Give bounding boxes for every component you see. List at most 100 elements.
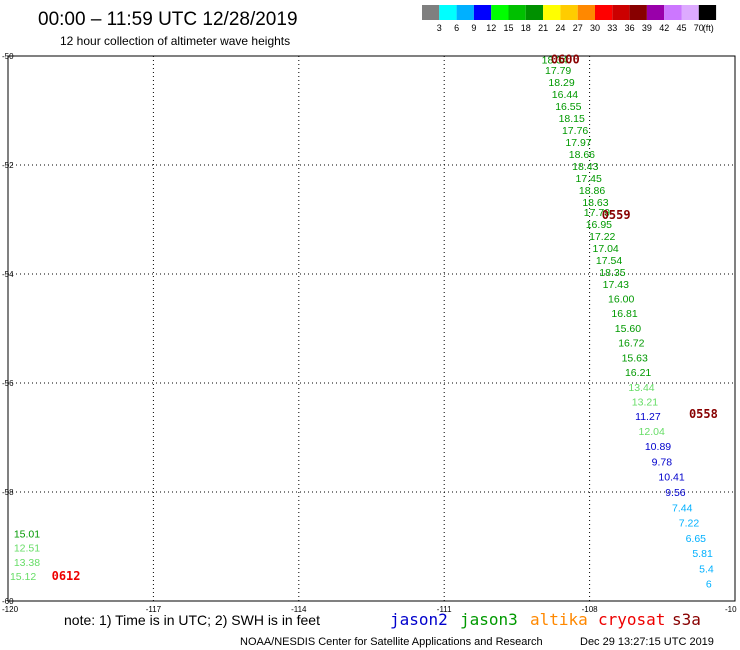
time-label: 0559: [602, 208, 631, 222]
x-tick-label: -120: [2, 605, 19, 614]
swh-value-label: 18.86: [579, 185, 605, 197]
swh-value-label: 18.63: [582, 197, 608, 209]
swh-value-label: 16.95: [586, 219, 612, 231]
x-tick-label: -111: [437, 605, 452, 614]
colorbar-swatch: [491, 5, 509, 20]
time-label: 0612: [52, 569, 81, 583]
colorbar-label: 6: [454, 23, 459, 33]
swh-value-label: 17.45: [576, 173, 602, 185]
footer-timestamp: Dec 29 13:27:15 UTC 2019: [580, 636, 714, 648]
satellite-legend: jason2 jason3 altika cryosat s3a: [390, 610, 701, 629]
swh-value-label: 7.22: [679, 518, 700, 530]
y-tick-label: -56: [2, 379, 14, 388]
legend-jason2: jason2: [390, 610, 448, 629]
page-subtitle: 12 hour collection of altimeter wave hei…: [60, 34, 290, 48]
colorbar-label: 15: [503, 23, 513, 33]
colorbar-swatch: [612, 5, 630, 20]
y-axis: -50 -52 -54 -56 -58 -60: [2, 52, 14, 606]
swh-value-label: 17.97: [565, 137, 591, 149]
colorbar-label: 3: [437, 23, 442, 33]
x-axis: -120 -117 -114 -111 -108 -10: [2, 605, 737, 614]
colorbar-label: 12: [486, 23, 496, 33]
plot-frame: [7, 55, 736, 602]
y-tick-label: -50: [2, 52, 14, 61]
colorbar-label: (ft): [703, 23, 714, 33]
swh-value-label: 13.38: [14, 557, 40, 569]
colorbar-swatch: [629, 5, 647, 20]
swh-value-label: 18.35: [599, 267, 625, 279]
x-tick-label: -10: [725, 605, 737, 614]
swh-value-label: 17.76: [562, 125, 588, 137]
legend-jason3: jason3: [460, 610, 518, 629]
swh-value-label: 9.56: [665, 487, 686, 499]
colorbar-label: 18: [521, 23, 531, 33]
swh-value-label: 16.21: [625, 367, 651, 379]
swh-value-label: 17.22: [589, 231, 615, 243]
swh-value-label: 10.89: [645, 441, 671, 453]
colorbar-swatch: [698, 5, 717, 20]
colorbar-label: 70: [694, 23, 704, 33]
y-tick-label: -58: [2, 488, 14, 497]
footer-credit: NOAA/NESDIS Center for Satellite Applica…: [240, 636, 543, 648]
swh-value-label: 18.34: [542, 54, 568, 66]
colorbar-swatch: [577, 5, 595, 20]
x-tick-label: -117: [146, 605, 162, 614]
swh-value-label: 15.60: [615, 323, 641, 335]
swh-value-label: 16.00: [608, 294, 634, 306]
swh-value-label: 13.44: [628, 382, 654, 394]
data-points: 18.3417.7918.2916.4416.5518.1517.7617.97…: [10, 54, 714, 590]
y-tick-label: -52: [2, 161, 14, 170]
y-tick-label: -54: [2, 270, 14, 279]
swh-value-label: 17.54: [596, 255, 622, 267]
swh-value-label: 18.43: [572, 161, 598, 173]
colorbar: 3 6 9 12 15 18 21 24 27 30 33 36 39 42 45 70(ft): [422, 5, 717, 33]
colorbar-swatch: [473, 5, 492, 20]
colorbar-label: 45: [676, 23, 686, 33]
colorbar-label: 27: [573, 23, 583, 33]
swh-value-label: 12.04: [639, 426, 665, 438]
footer-note: note: 1) Time is in UTC; 2) SWH is in fe…: [64, 612, 320, 628]
colorbar-swatch: [525, 5, 544, 20]
swh-value-label: 6.65: [686, 533, 707, 545]
colorbar-swatch: [681, 5, 699, 20]
swh-value-label: 6: [706, 579, 712, 591]
swh-value-label: 11.27: [635, 411, 661, 423]
colorbar-label: 33: [607, 23, 617, 33]
swh-value-label: 16.55: [555, 101, 581, 113]
colorbar-label: 30: [590, 23, 600, 33]
colorbar-label: 21: [538, 23, 548, 33]
y-tick-label: -60: [2, 597, 14, 606]
colorbar-label: 9: [471, 23, 476, 33]
swh-value-label: 16.72: [618, 338, 644, 350]
colorbar-swatch: [543, 5, 561, 20]
colorbar-label: 42: [659, 23, 669, 33]
swh-value-label: 10.41: [658, 472, 684, 484]
swh-value-label: 18.15: [559, 113, 585, 125]
page-title: 00:00 – 11:59 UTC 12/28/2019: [38, 9, 298, 30]
swh-value-label: 17.43: [603, 279, 629, 291]
swh-value-label: 17.04: [593, 243, 619, 255]
x-tick-label: -114: [291, 605, 307, 614]
time-labels: 0600 0559 0558 0612: [52, 53, 718, 583]
time-label: 0600: [551, 53, 580, 67]
swh-value-label: 12.51: [14, 543, 40, 555]
colorbar-swatch: [456, 5, 474, 20]
swh-value-label: 16.44: [552, 89, 578, 101]
swh-value-label: 18.66: [569, 149, 595, 161]
swh-value-label: 16.81: [611, 308, 637, 320]
swh-value-label: 17.79: [545, 65, 571, 77]
swh-value-label: 5.81: [692, 548, 713, 560]
colorbar-label: 39: [642, 23, 652, 33]
x-tick-label: -108: [582, 605, 599, 614]
colorbar-swatch: [595, 5, 613, 20]
colorbar-swatch: [664, 5, 682, 20]
swh-value-label: 15.12: [10, 571, 36, 583]
swh-value-label: 15.63: [622, 352, 648, 364]
swh-value-label: 5.4: [699, 563, 714, 575]
colorbar-swatch: [422, 5, 440, 20]
swh-value-label: 7.44: [672, 502, 693, 514]
grid: [8, 56, 735, 601]
colorbar-label: 24: [555, 23, 565, 33]
swh-value-label: 9.78: [652, 456, 673, 468]
